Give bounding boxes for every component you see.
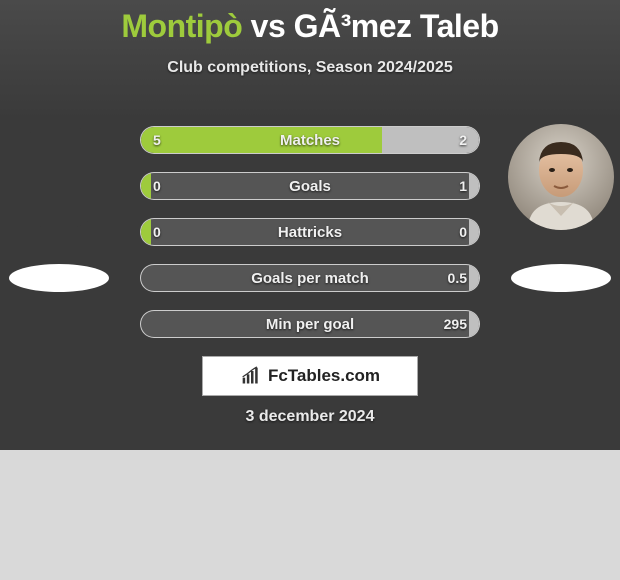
player-left-avatar	[6, 124, 112, 230]
stat-row: Min per goal295	[140, 310, 480, 338]
bar-value-right: 2	[459, 132, 467, 148]
date-label: 3 december 2024	[0, 408, 620, 426]
player-right-badge	[511, 264, 611, 292]
stat-row: Goals per match0.5	[140, 264, 480, 292]
stat-row: 0Goals1	[140, 172, 480, 200]
bar-value-right: 1	[459, 178, 467, 194]
bar-label: Matches	[141, 132, 479, 149]
stat-row: 5Matches2	[140, 126, 480, 154]
bar-label: Hattricks	[141, 224, 479, 241]
stat-bars: 5Matches20Goals10Hattricks0Goals per mat…	[140, 126, 480, 356]
player-right-block	[508, 124, 614, 292]
bar-value-right: 0	[459, 224, 467, 240]
bar-label: Min per goal	[141, 316, 479, 333]
player-left-badge	[9, 264, 109, 292]
stat-row: 0Hattricks0	[140, 218, 480, 246]
player-left-block	[6, 124, 112, 292]
bar-label: Goals	[141, 178, 479, 195]
bar-value-right: 0.5	[448, 270, 467, 286]
branding-text: FcTables.com	[268, 366, 380, 386]
chart-bars-icon	[240, 366, 262, 386]
subtitle: Club competitions, Season 2024/2025	[0, 59, 620, 77]
player-right-avatar	[508, 124, 614, 230]
page-title: Montipò vs GÃ³mez Taleb	[0, 0, 620, 45]
branding-box: FcTables.com	[202, 356, 418, 396]
avatar-photo-icon	[508, 124, 614, 230]
title-player2: GÃ³mez Taleb	[294, 8, 499, 44]
title-player1: Montipò	[121, 8, 242, 44]
bar-value-right: 295	[444, 316, 467, 332]
title-vs: vs	[251, 8, 286, 44]
bar-label: Goals per match	[141, 270, 479, 287]
